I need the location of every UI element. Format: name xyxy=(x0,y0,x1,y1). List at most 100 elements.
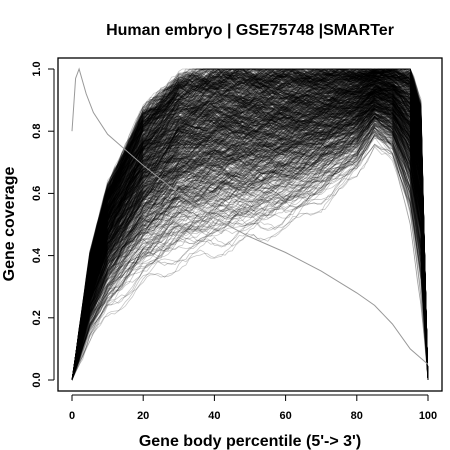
coverage-line xyxy=(71,77,429,381)
coverage-line xyxy=(71,101,429,381)
coverage-line xyxy=(71,70,429,381)
coverage-line xyxy=(71,68,429,381)
coverage-line xyxy=(71,105,429,381)
coverage-line xyxy=(71,75,429,381)
coverage-line xyxy=(71,117,429,381)
coverage-line xyxy=(71,68,429,381)
coverage-line xyxy=(71,79,429,381)
coverage-line xyxy=(71,75,429,381)
coverage-line xyxy=(71,108,429,381)
coverage-line xyxy=(71,124,429,381)
coverage-line xyxy=(71,94,429,381)
coverage-line xyxy=(71,81,429,381)
coverage-line xyxy=(71,101,429,381)
coverage-line xyxy=(71,106,429,381)
coverage-line xyxy=(71,99,429,381)
coverage-line xyxy=(71,70,429,381)
coverage-line xyxy=(71,120,429,381)
coverage-line xyxy=(71,68,429,381)
coverage-line xyxy=(71,70,429,381)
coverage-line xyxy=(71,94,429,381)
coverage-line xyxy=(71,116,429,381)
coverage-line xyxy=(71,107,429,381)
coverage-line xyxy=(71,68,429,381)
coverage-line xyxy=(71,75,429,381)
coverage-line xyxy=(71,87,429,381)
coverage-line xyxy=(71,82,429,381)
coverage-line xyxy=(71,110,429,381)
coverage-line xyxy=(71,68,429,381)
coverage-line xyxy=(71,68,429,381)
coverage-line xyxy=(71,111,429,381)
coverage-line xyxy=(71,116,429,381)
coverage-line xyxy=(71,73,429,381)
coverage-line xyxy=(71,90,429,381)
coverage-line xyxy=(71,95,429,381)
coverage-line xyxy=(71,78,429,381)
coverage-line xyxy=(71,97,429,381)
coverage-line xyxy=(71,84,429,381)
coverage-line xyxy=(71,75,429,381)
coverage-line xyxy=(71,106,429,381)
coverage-line xyxy=(71,118,429,381)
coverage-line xyxy=(71,68,429,381)
coverage-line xyxy=(71,113,429,381)
coverage-line xyxy=(71,68,429,381)
coverage-line xyxy=(71,88,429,381)
coverage-line xyxy=(71,120,429,381)
coverage-line xyxy=(71,110,429,381)
coverage-line xyxy=(71,83,429,381)
coverage-line xyxy=(71,144,429,381)
coverage-line xyxy=(71,68,429,381)
coverage-line xyxy=(71,117,429,381)
coverage-line xyxy=(71,74,429,381)
coverage-line xyxy=(71,70,429,381)
coverage-line xyxy=(71,112,429,381)
coverage-line xyxy=(71,109,429,381)
coverage-line xyxy=(71,78,429,381)
coverage-line xyxy=(71,68,429,381)
coverage-line xyxy=(71,91,429,381)
coverage-line xyxy=(71,76,429,381)
coverage-line xyxy=(71,88,429,381)
coverage-line xyxy=(71,78,429,381)
coverage-line xyxy=(71,68,429,381)
coverage-line xyxy=(71,127,429,381)
coverage-line xyxy=(71,105,429,381)
coverage-line xyxy=(71,82,429,381)
coverage-line xyxy=(71,118,429,381)
coverage-line xyxy=(71,68,429,381)
coverage-line xyxy=(71,82,429,381)
coverage-line xyxy=(71,91,429,381)
coverage-line xyxy=(71,77,429,381)
coverage-line xyxy=(71,102,429,381)
coverage-line xyxy=(71,69,429,381)
coverage-line xyxy=(71,93,429,381)
coverage-line xyxy=(71,84,429,381)
coverage-line xyxy=(71,105,429,381)
coverage-line xyxy=(71,105,429,381)
coverage-line xyxy=(71,100,429,381)
coverage-line xyxy=(71,94,429,381)
coverage-line xyxy=(71,70,429,381)
coverage-line xyxy=(71,123,429,381)
coverage-line xyxy=(71,70,429,381)
coverage-line xyxy=(71,77,429,381)
coverage-line xyxy=(71,92,429,381)
coverage-line xyxy=(71,68,429,381)
coverage-line xyxy=(71,104,429,381)
coverage-line xyxy=(71,131,429,381)
coverage-line xyxy=(71,109,429,381)
coverage-line xyxy=(71,96,429,381)
coverage-line xyxy=(71,74,429,381)
coverage-line xyxy=(71,115,429,381)
coverage-line xyxy=(71,90,429,381)
coverage-line xyxy=(71,87,429,381)
coverage-line xyxy=(71,85,429,381)
coverage-line xyxy=(71,76,429,381)
coverage-line xyxy=(71,92,429,381)
coverage-line xyxy=(71,116,429,381)
y-tick-label: 1.0 xyxy=(31,61,43,76)
coverage-line xyxy=(71,74,429,381)
coverage-line xyxy=(71,102,429,381)
